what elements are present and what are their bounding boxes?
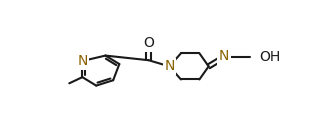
Text: N: N [164, 59, 175, 73]
Text: OH: OH [260, 50, 281, 64]
Text: N: N [77, 54, 88, 68]
Text: O: O [143, 36, 154, 50]
Text: N: N [219, 49, 229, 63]
